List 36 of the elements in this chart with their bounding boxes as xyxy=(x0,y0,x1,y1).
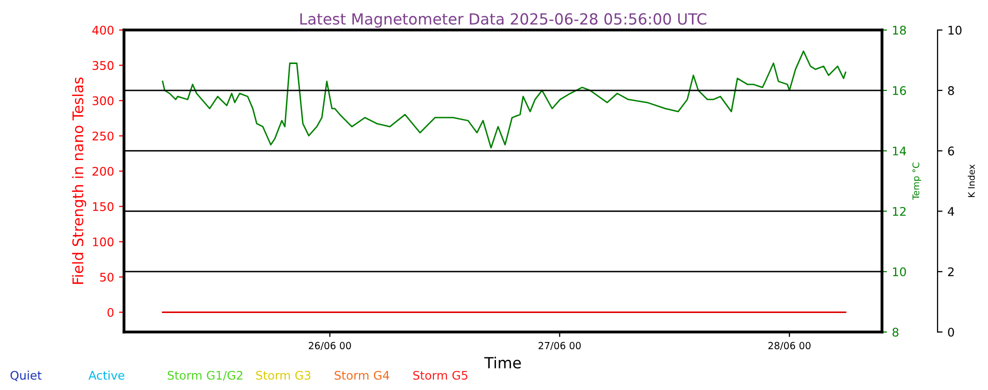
y-tick-label: 100 xyxy=(93,237,114,246)
legend-label: Active xyxy=(88,370,124,380)
y2-tick-label: 16 xyxy=(893,86,906,96)
y3-tick-label: 2 xyxy=(948,267,954,276)
legend-label: Storm G5 xyxy=(413,370,468,380)
legend-label: Storm G1/G2 xyxy=(168,370,242,381)
x-axis-title: Time xyxy=(484,356,521,369)
y2-tick-label: 18 xyxy=(893,26,906,35)
y2-tick-label: 12 xyxy=(893,206,906,216)
y2-tick-label: 10 xyxy=(893,267,906,276)
y2-tick-label: 8 xyxy=(892,328,898,337)
y-tick-label: 250 xyxy=(92,132,114,141)
y-tick-label: 150 xyxy=(93,202,114,212)
y-tick-label: 300 xyxy=(92,96,114,106)
x-tick-label: 27/06 00 xyxy=(538,342,581,350)
y2-tick-label: 14 xyxy=(893,146,906,156)
y-tick-label: 400 xyxy=(92,26,114,35)
y-tick-label: 50 xyxy=(100,272,114,282)
chart-title: Latest Magnetometer Data 2025-06-28 05:56:00 UTC xyxy=(300,13,706,28)
line-series xyxy=(162,50,846,148)
legend-label: Storm G3 xyxy=(256,370,310,380)
y3-tick-label: 10 xyxy=(948,26,962,35)
y-tick-label: 200 xyxy=(92,166,114,176)
x-tick-label: 28/06 00 xyxy=(768,342,811,350)
x-tick-label: 26/06 00 xyxy=(308,342,351,350)
y3-axis-title: K Index xyxy=(968,164,975,197)
y3-tick-label: 6 xyxy=(948,146,954,156)
y-axis-title: Field Strength in nano Teslas xyxy=(72,77,86,284)
legend-label: Storm G4 xyxy=(334,370,390,380)
y2-axis-title: Temp °C xyxy=(912,162,922,200)
y3-tick-label: 4 xyxy=(948,207,954,216)
legend-label: Quiet xyxy=(10,370,42,382)
y-tick-label: 0 xyxy=(108,308,114,317)
y-tick-label: 350 xyxy=(92,61,114,70)
y3-tick-label: 8 xyxy=(948,86,954,96)
y3-tick-label: 0 xyxy=(948,328,954,337)
